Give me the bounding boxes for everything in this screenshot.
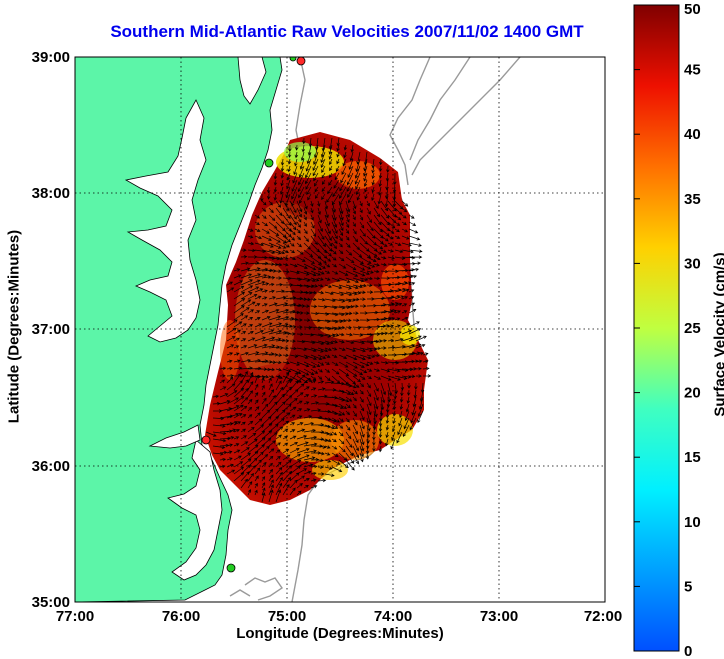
colorbar xyxy=(633,4,680,652)
velocity-vectors xyxy=(205,137,432,503)
velocity-arrows xyxy=(205,137,432,503)
grid-lines xyxy=(75,57,605,602)
y-tick-label: 39:00 xyxy=(32,49,70,66)
delaware-bay xyxy=(237,57,267,105)
colorbar-tick-label: 40 xyxy=(684,126,701,143)
station-marker xyxy=(201,435,211,445)
colorbar-tick-label: 30 xyxy=(684,255,701,272)
y-tick-label: 35:00 xyxy=(32,594,70,611)
y-tick-label: 37:00 xyxy=(32,321,70,338)
colorbar-label: Surface Velocity (cm/s) xyxy=(711,252,724,417)
x-tick-label: 73:00 xyxy=(480,608,518,625)
x-tick-label: 72:00 xyxy=(584,608,622,625)
station-marker xyxy=(289,57,297,62)
x-tick-label: 75:00 xyxy=(268,608,306,625)
y-axis-label: Latitude (Degrees:Minutes) xyxy=(5,229,23,424)
x-axis-label: Longitude (Degrees:Minutes) xyxy=(236,625,444,642)
colorbar-tick-label: 0 xyxy=(684,643,692,659)
albemarle-sound xyxy=(148,424,201,449)
colorbar-tick-label: 50 xyxy=(684,1,701,18)
colorbar-tick-label: 20 xyxy=(684,385,701,402)
axes-frame xyxy=(74,56,606,603)
colorbar-tick-label: 25 xyxy=(684,320,701,337)
colorbar-ticks: 0 5 10 15 20 25 30 35 40 45 50 xyxy=(634,1,701,659)
pamlico-sound xyxy=(167,439,223,581)
colorbar-tick-label: 10 xyxy=(684,514,701,531)
x-tick-label: 76:00 xyxy=(162,608,200,625)
y-tick-labels: 35:00 36:00 37:00 38:00 39:00 xyxy=(32,49,70,611)
station-marker xyxy=(296,57,306,66)
chart-title: Southern Mid-Atlantic Raw Velocities 200… xyxy=(110,22,584,41)
x-tick-label: 77:00 xyxy=(56,608,94,625)
chesapeake-bay xyxy=(124,99,207,343)
y-tick-label: 38:00 xyxy=(32,185,70,202)
colorbar-tick-label: 15 xyxy=(684,449,701,466)
colorbar-tick-label: 45 xyxy=(684,62,701,79)
x-tick-label: 74:00 xyxy=(374,608,412,625)
colorbar-tick-label: 35 xyxy=(684,191,701,208)
x-tick-labels: 77:00 76:00 75:00 74:00 73:00 72:00 xyxy=(56,608,622,625)
y-tick-label: 36:00 xyxy=(32,458,70,475)
station-marker xyxy=(226,563,236,573)
station-marker xyxy=(264,158,274,168)
colorbar-tick-label: 5 xyxy=(684,578,692,595)
